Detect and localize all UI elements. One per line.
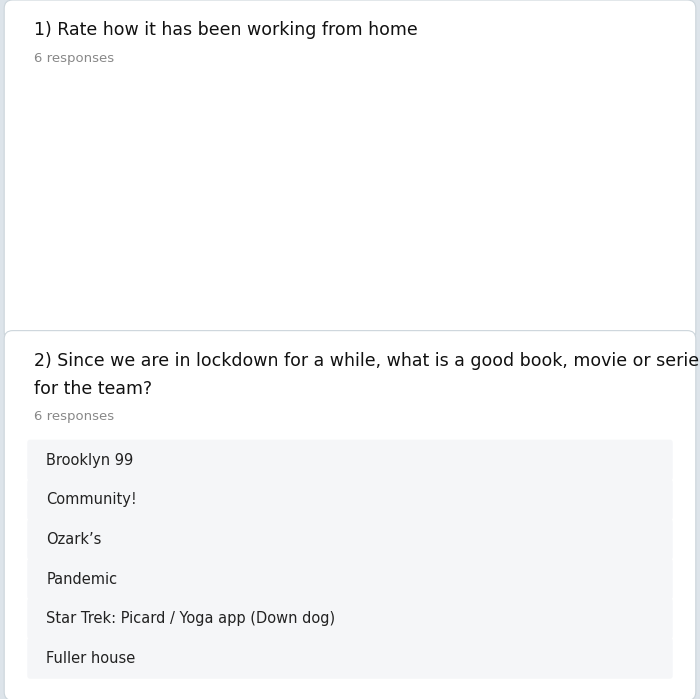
Text: 0 (0%): 0 (0%)	[116, 287, 155, 301]
Text: Pandemic: Pandemic	[46, 572, 118, 586]
Text: 6 responses: 6 responses	[34, 52, 113, 65]
Text: 2) Since we are in lockdown for a while, what is a good book, movie or series th: 2) Since we are in lockdown for a while,…	[34, 352, 700, 370]
Text: 0 (0%): 0 (0%)	[591, 287, 630, 301]
Text: 2 (33.3%): 2 (33.3%)	[344, 238, 402, 251]
Bar	[459, 126, 524, 304]
Bar	[221, 245, 286, 304]
Text: 6 responses: 6 responses	[34, 410, 113, 424]
Text: 1) Rate how it has been working from home: 1) Rate how it has been working from hom…	[34, 21, 417, 39]
Text: 1 (16.7%): 1 (16.7%)	[225, 268, 283, 281]
Text: Ozark’s: Ozark’s	[46, 532, 102, 547]
Text: Fuller house: Fuller house	[46, 651, 135, 665]
Bar	[340, 185, 405, 304]
Text: for the team?: for the team?	[34, 380, 152, 398]
Text: Brooklyn 99: Brooklyn 99	[46, 453, 134, 468]
Text: 3 (50%): 3 (50%)	[468, 208, 514, 222]
Text: Community!: Community!	[46, 492, 137, 507]
Text: Star Trek: Picard / Yoga app (Down dog): Star Trek: Picard / Yoga app (Down dog)	[46, 611, 335, 626]
